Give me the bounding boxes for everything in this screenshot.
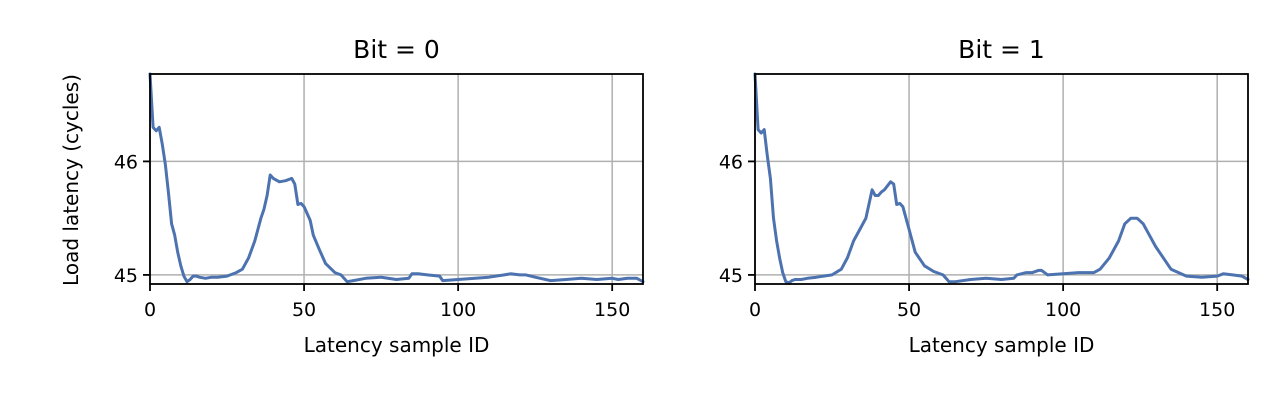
x-axis-label: Latency sample ID xyxy=(304,333,490,357)
y-tick-label: 45 xyxy=(114,265,138,287)
x-tick-label: 150 xyxy=(594,299,630,321)
x-tick-label: 50 xyxy=(897,299,921,321)
chart-title: Bit = 1 xyxy=(958,35,1045,64)
panels: 0 50 100 150 45 46 Bit = 0 Latency sample ID 0 50… xyxy=(114,35,1250,357)
axes-frame xyxy=(754,73,1249,285)
axes-frame xyxy=(149,73,644,285)
chart-panel-1: 0 50 100 150 45 46 Bit = 1 Latency sample ID xyxy=(719,35,1250,357)
y-tick-label: 46 xyxy=(114,151,138,173)
y-tick-label: 45 xyxy=(719,265,743,287)
x-tick-label: 50 xyxy=(292,299,316,321)
series-line-0 xyxy=(753,72,1250,285)
x-tick-label: 150 xyxy=(1199,299,1235,321)
x-tick-label: 0 xyxy=(144,299,156,321)
x-tick-label: 100 xyxy=(1045,299,1081,321)
chart-title: Bit = 0 xyxy=(353,35,440,64)
x-tick-label: 0 xyxy=(749,299,761,321)
y-tick-label: 46 xyxy=(719,151,743,173)
y-axis-label: Load latency (cycles) xyxy=(59,74,83,286)
chart-panel-0: 0 50 100 150 45 46 Bit = 0 Latency sample ID xyxy=(114,35,645,357)
x-axis-label: Latency sample ID xyxy=(909,333,1095,357)
series-line-0 xyxy=(148,72,645,284)
x-tick-label: 100 xyxy=(440,299,476,321)
